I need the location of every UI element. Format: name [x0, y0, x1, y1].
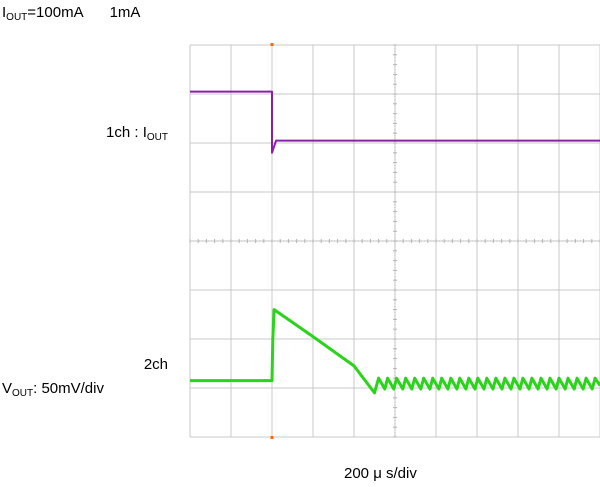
iout-before-prefix: I — [2, 4, 7, 21]
iout-after-value: 1mA — [109, 4, 141, 21]
ch2-scale-subscript: OUT — [12, 388, 34, 399]
ch2-label: 2ch — [143, 356, 168, 373]
time-scale-label: 200 μ s/div — [344, 465, 417, 482]
ch1-iout-trace — [190, 90, 600, 154]
scope-traces — [190, 90, 600, 395]
ch2-scale-label: VOUT: 50mV/div — [2, 380, 104, 399]
iout-before-subscript: OUT — [6, 12, 28, 23]
ch1-label-subscript: OUT — [146, 132, 168, 143]
load-step-label: IOUT=100mA 1mA — [2, 4, 141, 23]
ch1-label: 1ch : IOUT — [106, 124, 168, 143]
iout-before-value: =100mA — [27, 4, 84, 21]
ch2-scale-value: : 50mV/div — [33, 380, 104, 397]
ch2-scale-prefix: V — [2, 380, 13, 397]
trigger-marker-bottom — [270, 436, 274, 439]
ch2-vout-trace — [190, 308, 600, 395]
ch1-label-prefix: 1ch : I — [106, 124, 147, 141]
trigger-marker-top — [270, 43, 274, 46]
